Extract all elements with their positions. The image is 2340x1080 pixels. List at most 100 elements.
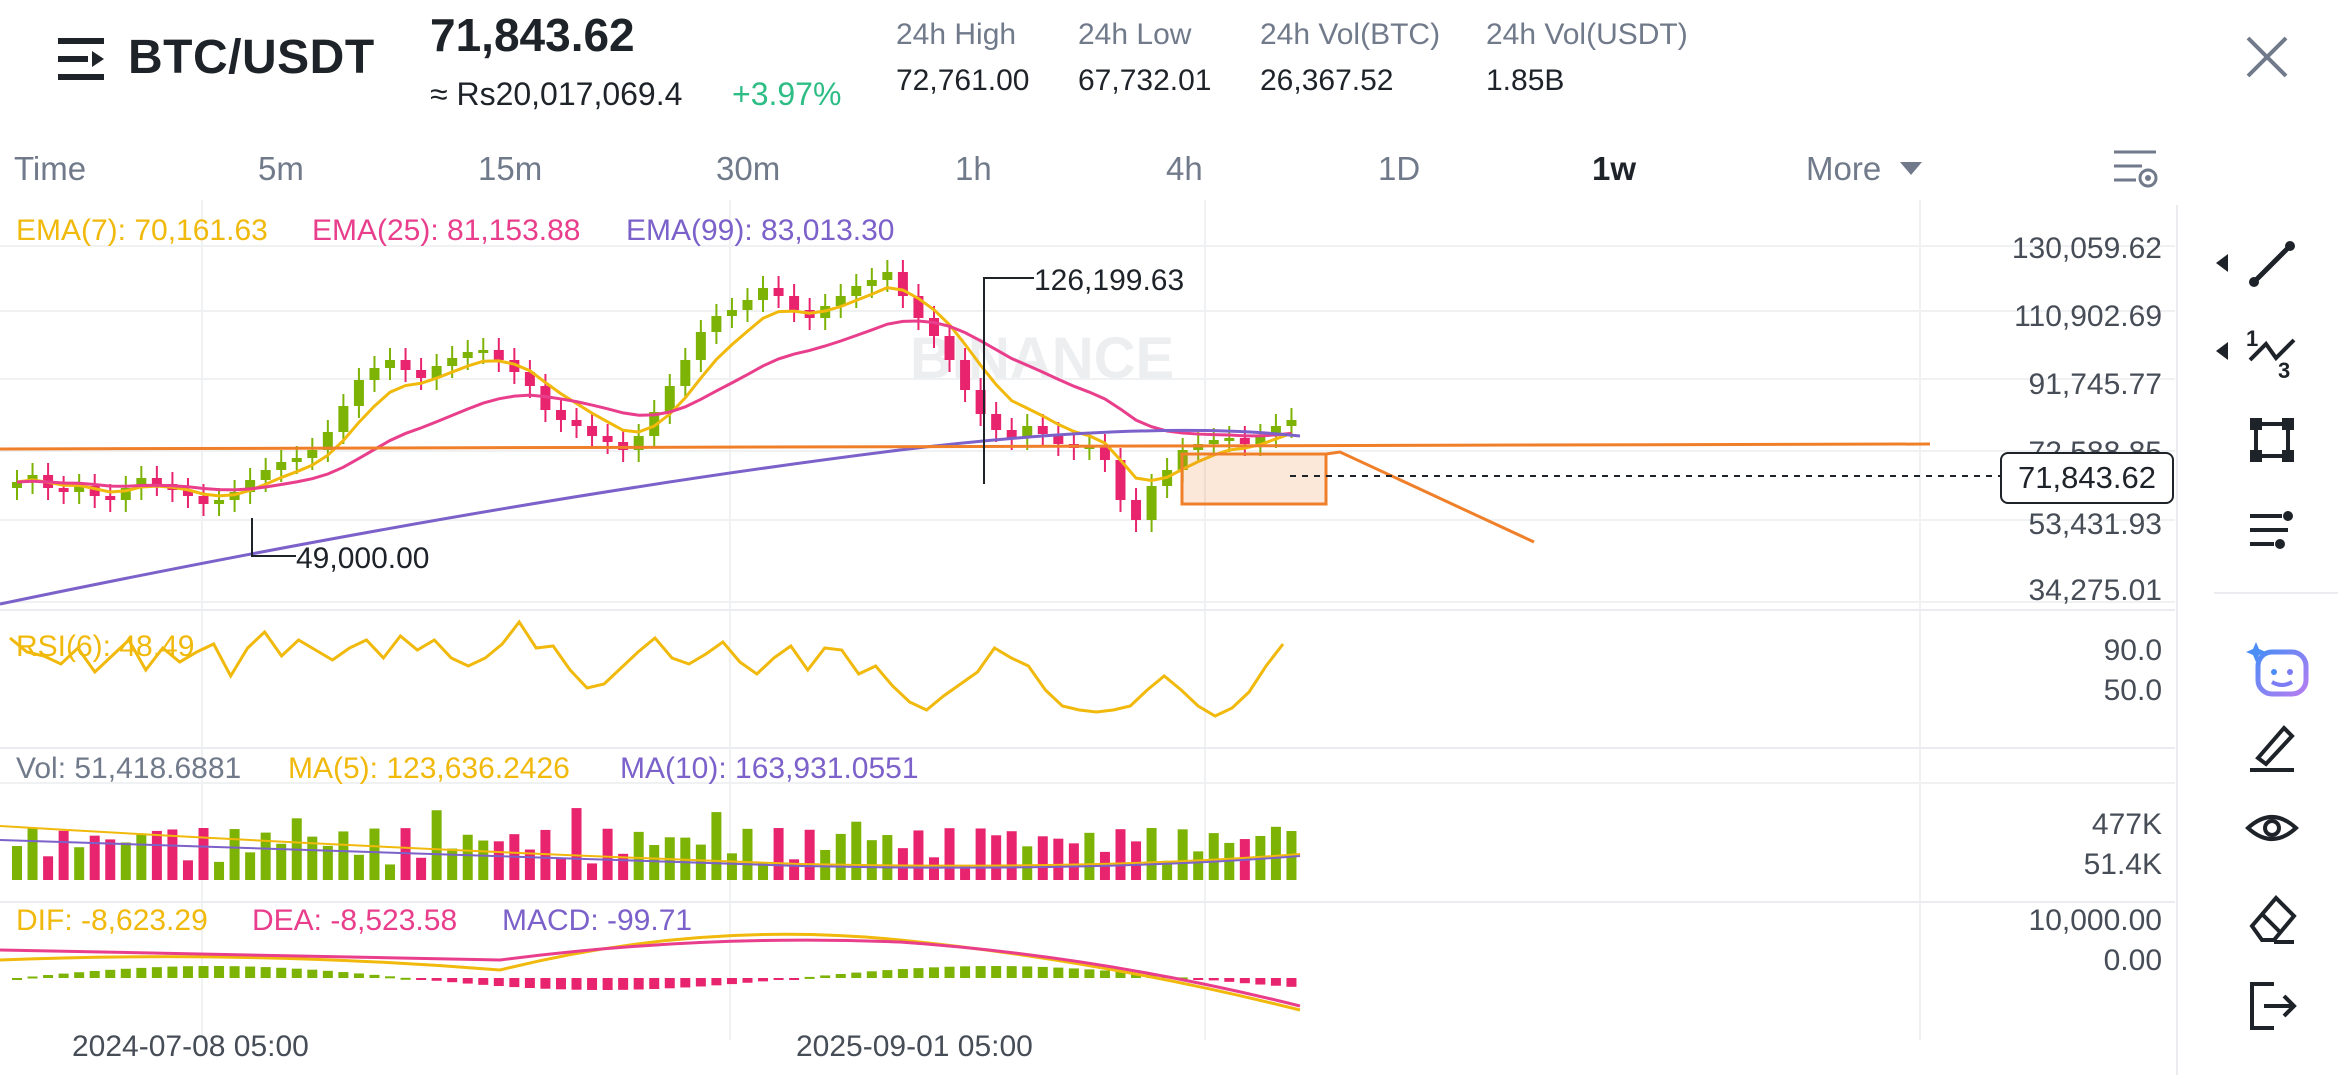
candle-body [462, 352, 473, 358]
y-tick-2: 110,902.69 [2014, 300, 2162, 333]
candle-body [726, 310, 737, 316]
macd-bar [105, 969, 116, 978]
tab-1d[interactable]: 1D [1378, 150, 1421, 187]
tab-1w[interactable]: 1w [1592, 150, 1637, 187]
candle-body [447, 358, 458, 366]
toolbar-separator [2214, 592, 2338, 594]
macd-bar [991, 966, 1002, 978]
candle-body [975, 390, 986, 414]
close-icon[interactable] [2244, 34, 2290, 80]
exit-icon[interactable] [2244, 978, 2300, 1034]
macd-bar [198, 966, 209, 978]
price-change-badge: +3.97% [732, 76, 842, 112]
candle-body [260, 470, 271, 480]
volume-bar [27, 828, 38, 880]
candle-body [555, 410, 566, 420]
toolbar-divider [2176, 205, 2178, 1075]
visibility-icon[interactable] [2244, 800, 2300, 856]
tab-time[interactable]: Time [14, 150, 87, 187]
candle-body [664, 386, 675, 412]
candle-body [1053, 434, 1064, 444]
candle-body [385, 360, 396, 368]
volume-bar [447, 848, 458, 880]
caret-left-icon[interactable] [2214, 340, 2230, 362]
volume-bar [214, 861, 225, 880]
ai-assistant-icon[interactable] [2246, 638, 2314, 706]
stat-24h-low-value: 67,732.01 [1078, 64, 1212, 97]
macd-dif-legend: DIF: -8,623.29 [16, 904, 208, 937]
rectangle-tool-icon[interactable] [2244, 412, 2300, 468]
candle-body [1099, 446, 1110, 460]
y-tick-1: 130,059.62 [2011, 232, 2162, 265]
candle-body [524, 372, 535, 386]
volume-bar [571, 808, 582, 880]
candle-body [851, 286, 862, 296]
macd-bar [758, 978, 769, 982]
volume-bar [353, 854, 364, 880]
macd-bar [1255, 978, 1266, 985]
tab-30m[interactable]: 30m [716, 150, 781, 187]
candle-body [944, 336, 955, 360]
macd-bar [385, 976, 396, 979]
vol-tick-bottom: 51.4K [2083, 848, 2162, 881]
candle-body [307, 450, 318, 458]
volume-bar [866, 840, 877, 880]
volume-bar [1084, 832, 1095, 880]
volume-bar [975, 828, 986, 880]
tab-5m[interactable]: 5m [258, 150, 304, 187]
eraser-icon[interactable] [2244, 890, 2300, 946]
candle-body [1037, 426, 1048, 434]
volume-bar [587, 863, 598, 880]
candle-body [291, 458, 302, 462]
macd-bar [369, 974, 380, 978]
volume-bar [1037, 836, 1048, 880]
volume-bar [882, 835, 893, 880]
parallel-lines-icon[interactable] [2244, 502, 2300, 558]
macd-bar [27, 976, 38, 979]
chart-settings-icon[interactable] [2112, 146, 2160, 190]
candle-body [1208, 440, 1219, 444]
volume-bar [944, 828, 955, 880]
macd-bar [307, 969, 318, 978]
trend-line-icon[interactable] [2244, 236, 2300, 292]
candle-body [151, 478, 162, 484]
caret-left-icon[interactable] [2214, 252, 2230, 274]
y-tick-6: 34,275.01 [2028, 574, 2162, 607]
macd-bar [928, 967, 939, 978]
menu-icon[interactable] [58, 36, 106, 82]
macd-bar [540, 978, 551, 989]
macd-bar [664, 978, 675, 989]
volume-bar [1270, 826, 1281, 880]
volume-bar [524, 849, 535, 880]
macd-bar [338, 972, 349, 978]
high-marker-line [983, 277, 1034, 484]
chevron-down-icon[interactable] [1900, 162, 1922, 176]
macd-bar [975, 966, 986, 978]
macd-bar [897, 969, 908, 978]
volume-bar [633, 831, 644, 880]
macd-bar [773, 978, 784, 980]
candle-body [649, 412, 660, 436]
volume-bar [726, 853, 737, 880]
candle-body [695, 332, 706, 360]
fib-tool-icon[interactable]: 1 3 [2244, 324, 2300, 380]
tab-more[interactable]: More [1806, 150, 1882, 187]
tab-1h[interactable]: 1h [955, 150, 992, 187]
volume-bar [991, 835, 1002, 880]
pair-title[interactable]: BTC/USDT [128, 31, 375, 84]
low-marker-label: 49,000.00 [296, 542, 430, 575]
candle-body [1022, 426, 1033, 438]
macd-bar [322, 970, 333, 978]
tab-4h[interactable]: 4h [1166, 150, 1203, 187]
candle-body [245, 480, 256, 492]
tab-15m[interactable]: 15m [478, 150, 543, 187]
candle-body [571, 420, 582, 426]
macd-bar [167, 966, 178, 978]
brush-icon[interactable] [2244, 718, 2300, 774]
candle-body [478, 350, 489, 353]
candlestick-chart[interactable]: BINANCE [0, 200, 2180, 1080]
candle-body [991, 414, 1002, 430]
macd-bar [416, 978, 427, 980]
volume-bar [1068, 843, 1079, 880]
candle-body [89, 486, 100, 496]
